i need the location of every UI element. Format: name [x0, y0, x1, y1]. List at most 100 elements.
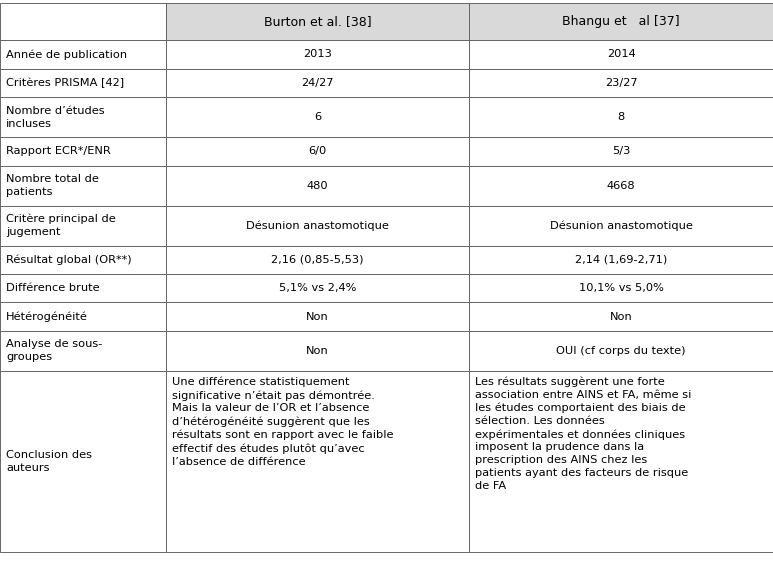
Bar [469, 331, 773, 371]
Text: 24/27: 24/27 [301, 78, 334, 88]
Text: Une différence statistiquement
significative n’était pas démontrée.
Mais la vale: Une différence statistiquement significa… [172, 377, 394, 467]
Bar [166, 41, 469, 69]
Bar [166, 97, 469, 137]
Bar [469, 302, 773, 331]
Bar [166, 166, 469, 205]
Bar [469, 245, 773, 274]
Text: Non: Non [306, 346, 329, 356]
Text: Année de publication: Année de publication [6, 49, 128, 60]
Bar [0, 41, 166, 69]
Bar [166, 331, 469, 371]
Bar [0, 331, 166, 371]
Bar [469, 69, 773, 97]
Text: Différence brute: Différence brute [6, 283, 100, 293]
Bar [469, 371, 773, 552]
Text: Résultat global (OR**): Résultat global (OR**) [6, 254, 132, 265]
Bar [0, 245, 166, 274]
Text: Désunion anastomotique: Désunion anastomotique [550, 220, 693, 231]
Text: Les résultats suggèrent une forte
association entre AINS et FA, même si
les étud: Les résultats suggèrent une forte associ… [475, 377, 692, 491]
Text: Hétérogénéité: Hétérogénéité [6, 311, 88, 322]
Bar [0, 137, 166, 166]
Bar [0, 245, 166, 274]
Text: 6: 6 [314, 112, 322, 122]
Bar [0, 97, 166, 137]
Bar [0, 371, 166, 552]
Bar [0, 69, 166, 97]
Text: 10,1% vs 5,0%: 10,1% vs 5,0% [579, 283, 663, 293]
Bar [166, 245, 469, 274]
Bar [469, 3, 773, 41]
Text: 5/3: 5/3 [612, 146, 630, 157]
Text: Critères PRISMA [42]: Critères PRISMA [42] [6, 78, 124, 88]
Bar [0, 274, 166, 302]
Bar [0, 69, 166, 97]
Text: 2013: 2013 [303, 50, 332, 60]
Bar [0, 302, 166, 331]
Bar [469, 205, 773, 245]
Bar [166, 3, 469, 41]
Bar [469, 245, 773, 274]
Text: 8: 8 [618, 112, 625, 122]
Bar [166, 69, 469, 97]
Bar [469, 41, 773, 69]
Bar [0, 3, 166, 41]
Bar [0, 3, 166, 41]
Bar [166, 371, 469, 552]
Text: Bhangu et   al [37]: Bhangu et al [37] [562, 15, 680, 28]
Bar [166, 331, 469, 371]
Bar [469, 97, 773, 137]
Bar [0, 166, 166, 205]
Bar [166, 137, 469, 166]
Bar [166, 41, 469, 69]
Text: 6/0: 6/0 [308, 146, 327, 157]
Text: 2,16 (0,85-5,53): 2,16 (0,85-5,53) [271, 255, 364, 265]
Bar [166, 302, 469, 331]
Bar [0, 166, 166, 205]
Text: 480: 480 [307, 181, 329, 190]
Bar [166, 166, 469, 205]
Text: 23/27: 23/27 [604, 78, 638, 88]
Bar [469, 166, 773, 205]
Text: Désunion anastomotique: Désunion anastomotique [247, 220, 389, 231]
Bar [469, 166, 773, 205]
Text: Non: Non [306, 312, 329, 321]
Bar [469, 274, 773, 302]
Bar [0, 331, 166, 371]
Bar [166, 302, 469, 331]
Text: 5,1% vs 2,4%: 5,1% vs 2,4% [279, 283, 356, 293]
Text: 4668: 4668 [607, 181, 635, 190]
Bar [469, 41, 773, 69]
Text: Nombre d’études
incluses: Nombre d’études incluses [6, 106, 105, 128]
Text: Analyse de sous-
groupes: Analyse de sous- groupes [6, 339, 103, 363]
Bar [469, 331, 773, 371]
Text: Nombre total de
patients: Nombre total de patients [6, 174, 99, 197]
Bar [469, 137, 773, 166]
Text: OUI (cf corps du texte): OUI (cf corps du texte) [557, 346, 686, 356]
Bar [166, 3, 469, 41]
Text: 2014: 2014 [607, 50, 635, 60]
Bar [166, 97, 469, 137]
Bar [469, 3, 773, 41]
Bar [166, 205, 469, 245]
Bar [166, 69, 469, 97]
Text: 2,14 (1,69-2,71): 2,14 (1,69-2,71) [575, 255, 667, 265]
Text: Critère principal de
jugement: Critère principal de jugement [6, 214, 116, 237]
Bar [0, 41, 166, 69]
Bar [469, 371, 773, 552]
Text: Non: Non [610, 312, 632, 321]
Bar [469, 205, 773, 245]
Bar [0, 205, 166, 245]
Bar [0, 371, 166, 552]
Text: Rapport ECR*/ENR: Rapport ECR*/ENR [6, 146, 111, 157]
Text: Conclusion des
auteurs: Conclusion des auteurs [6, 450, 92, 473]
Bar [0, 302, 166, 331]
Bar [166, 137, 469, 166]
Bar [166, 245, 469, 274]
Bar [0, 274, 166, 302]
Bar [469, 302, 773, 331]
Bar [0, 137, 166, 166]
Bar [469, 137, 773, 166]
Bar [166, 205, 469, 245]
Bar [0, 97, 166, 137]
Text: Burton et al. [38]: Burton et al. [38] [264, 15, 372, 28]
